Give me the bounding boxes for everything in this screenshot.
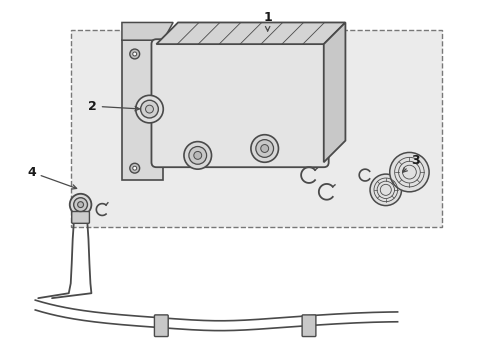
- Circle shape: [133, 166, 137, 170]
- Polygon shape: [122, 22, 173, 40]
- Text: 2: 2: [88, 100, 140, 113]
- Circle shape: [251, 135, 278, 162]
- Circle shape: [141, 100, 158, 118]
- Polygon shape: [122, 40, 163, 180]
- FancyBboxPatch shape: [151, 39, 329, 167]
- Text: 3: 3: [403, 154, 419, 172]
- Polygon shape: [156, 22, 345, 44]
- FancyBboxPatch shape: [302, 315, 316, 337]
- Circle shape: [256, 140, 273, 157]
- Circle shape: [70, 194, 92, 215]
- Circle shape: [189, 147, 207, 164]
- Circle shape: [74, 198, 88, 212]
- Circle shape: [184, 141, 212, 169]
- Circle shape: [77, 202, 83, 208]
- Circle shape: [146, 105, 153, 113]
- Circle shape: [133, 52, 137, 56]
- Circle shape: [130, 163, 140, 173]
- Bar: [71, 30, 442, 227]
- Circle shape: [130, 49, 140, 59]
- Circle shape: [194, 152, 202, 159]
- Circle shape: [261, 145, 269, 152]
- FancyBboxPatch shape: [154, 315, 168, 337]
- FancyBboxPatch shape: [72, 212, 90, 223]
- Text: 1: 1: [263, 11, 272, 31]
- Text: 4: 4: [27, 166, 76, 189]
- Circle shape: [390, 152, 429, 192]
- Polygon shape: [324, 22, 345, 162]
- Circle shape: [136, 95, 163, 123]
- Circle shape: [370, 174, 401, 206]
